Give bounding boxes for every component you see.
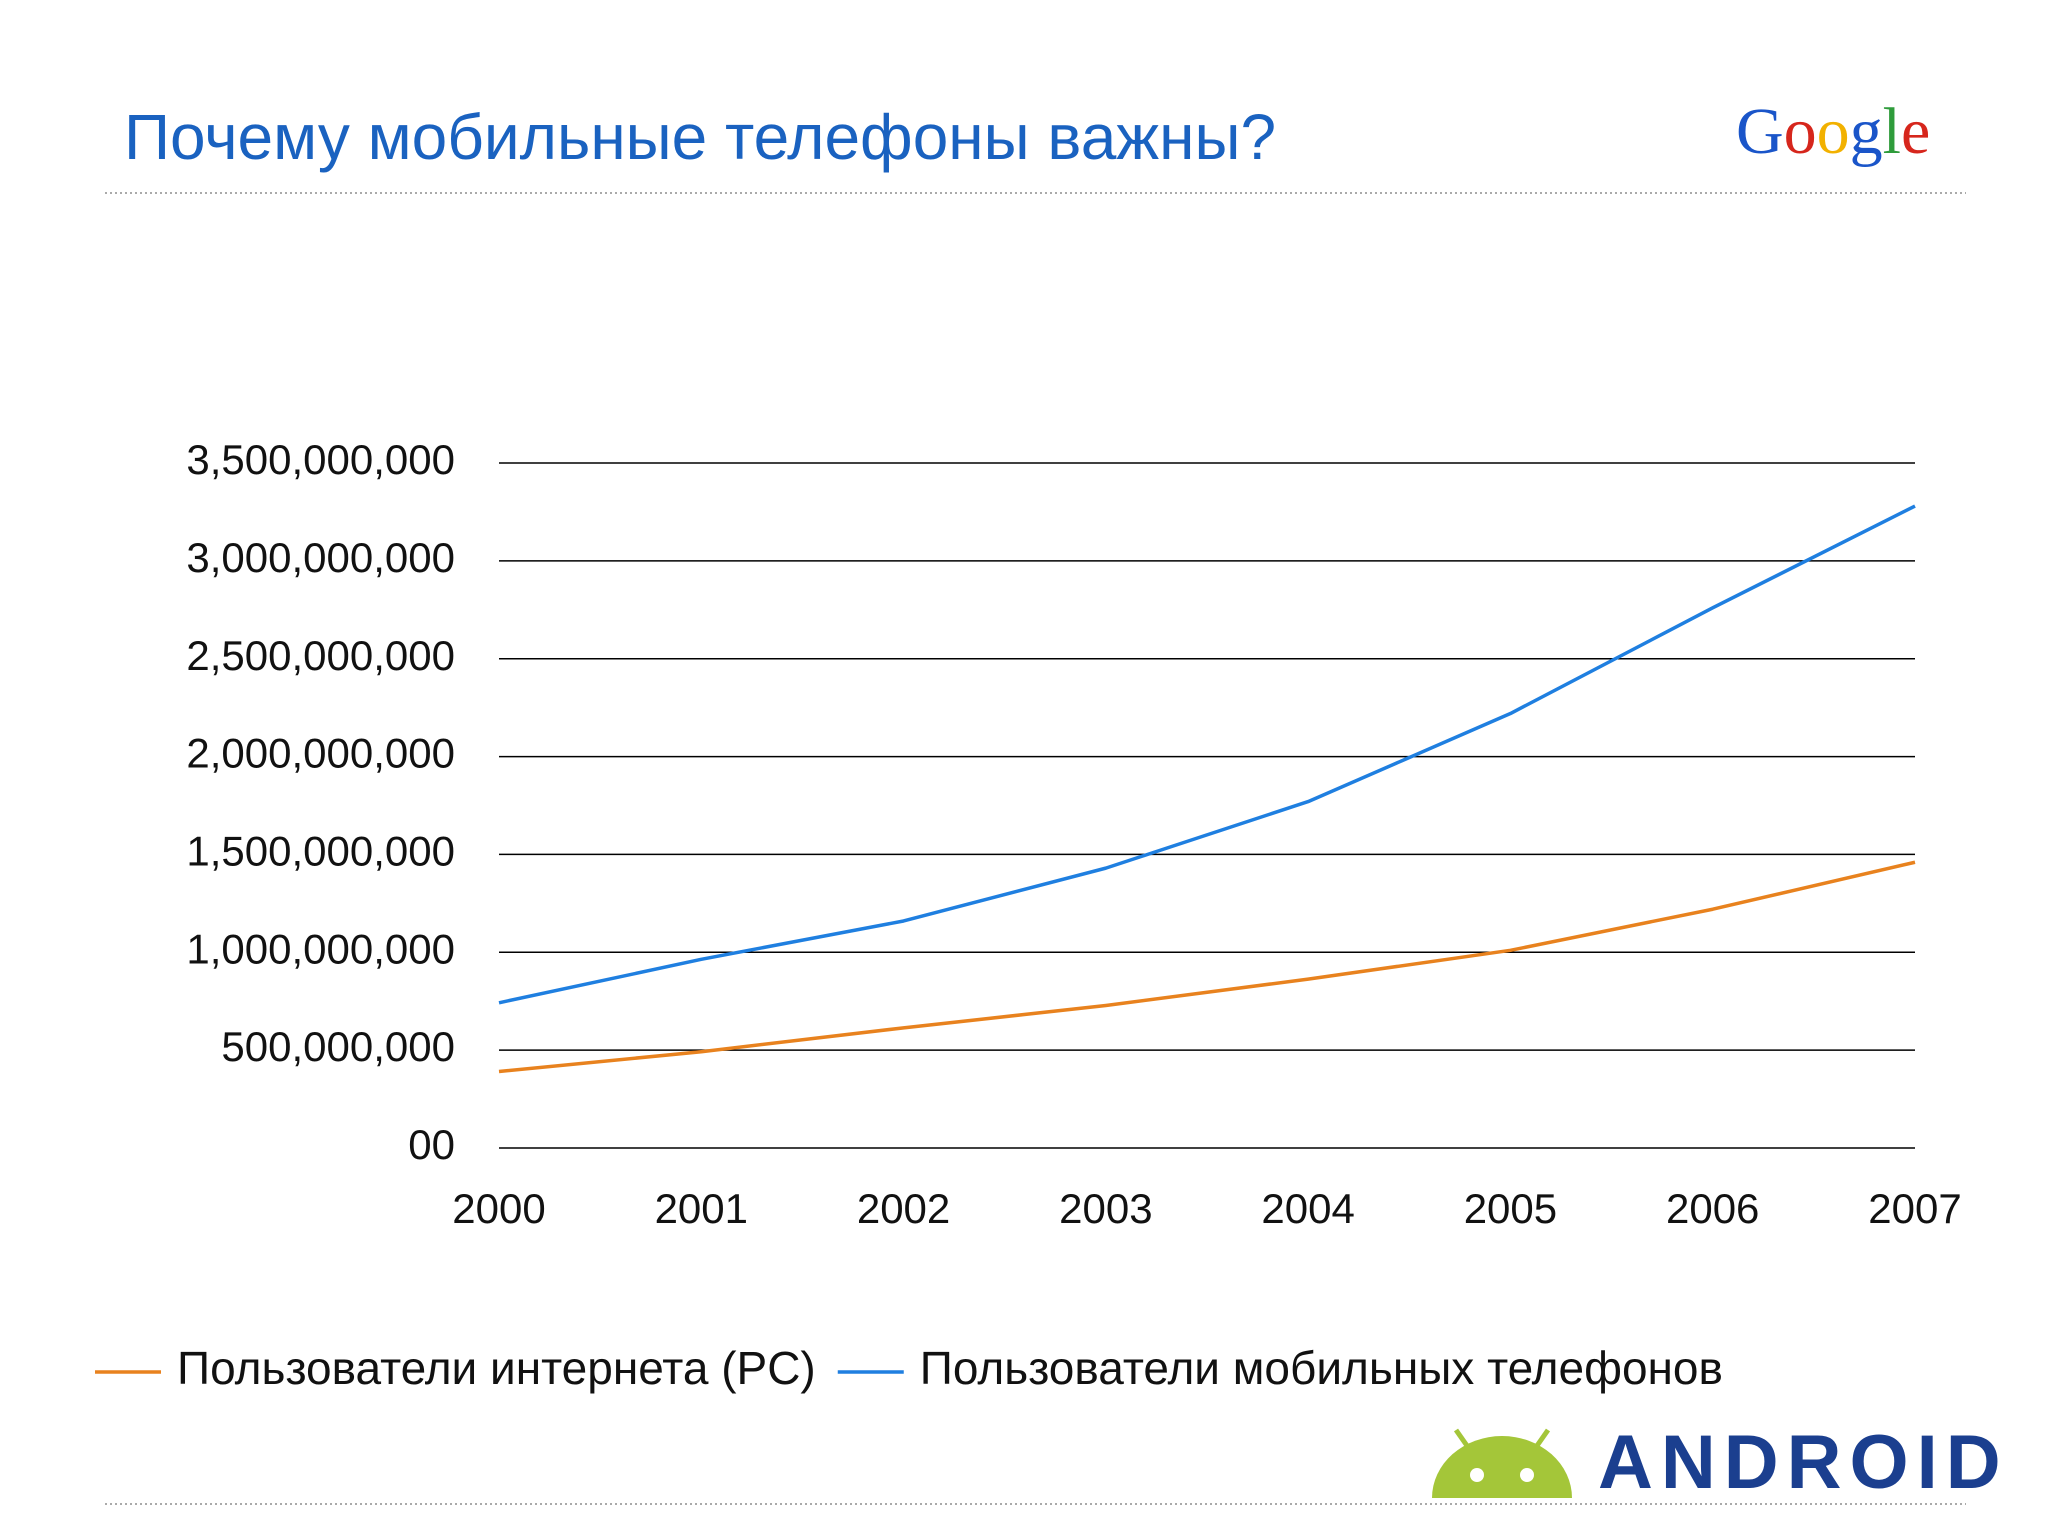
- legend-label: Пользователи мобильных телефонов: [920, 1342, 1723, 1394]
- x-tick-label: 2003: [1059, 1185, 1152, 1232]
- android-wordmark: ANDROID: [1598, 1420, 2009, 1505]
- y-tick-label: 2,500,000,000: [186, 632, 455, 679]
- x-tick-label: 2001: [655, 1185, 748, 1232]
- y-tick-label: 2,000,000,000: [186, 730, 455, 777]
- y-tick-label: 3,500,000,000: [186, 436, 455, 483]
- android-robot: [1432, 1428, 1572, 1498]
- x-tick-label: 2002: [857, 1185, 950, 1232]
- legend-label: Пользователи интернета (PC): [177, 1342, 816, 1394]
- y-tick-label: 1,500,000,000: [186, 828, 455, 875]
- google-logo: Google: [1736, 95, 1930, 168]
- x-tick-label: 2005: [1464, 1185, 1557, 1232]
- x-tick-label: 2004: [1261, 1185, 1354, 1232]
- y-tick-label: 3,000,000,000: [186, 534, 455, 581]
- y-tick-label: 00: [408, 1121, 455, 1168]
- series-line: [498, 860, 1916, 1074]
- slide-title: Почему мобильные телефоны важны?: [124, 101, 1276, 173]
- x-tick-label: 2000: [452, 1185, 545, 1232]
- x-tick-label: 2007: [1868, 1185, 1961, 1232]
- y-tick-label: 500,000,000: [221, 1023, 455, 1070]
- y-tick-label: 1,000,000,000: [186, 925, 455, 972]
- x-tick-label: 2006: [1666, 1185, 1759, 1232]
- series-line: [498, 504, 1916, 1005]
